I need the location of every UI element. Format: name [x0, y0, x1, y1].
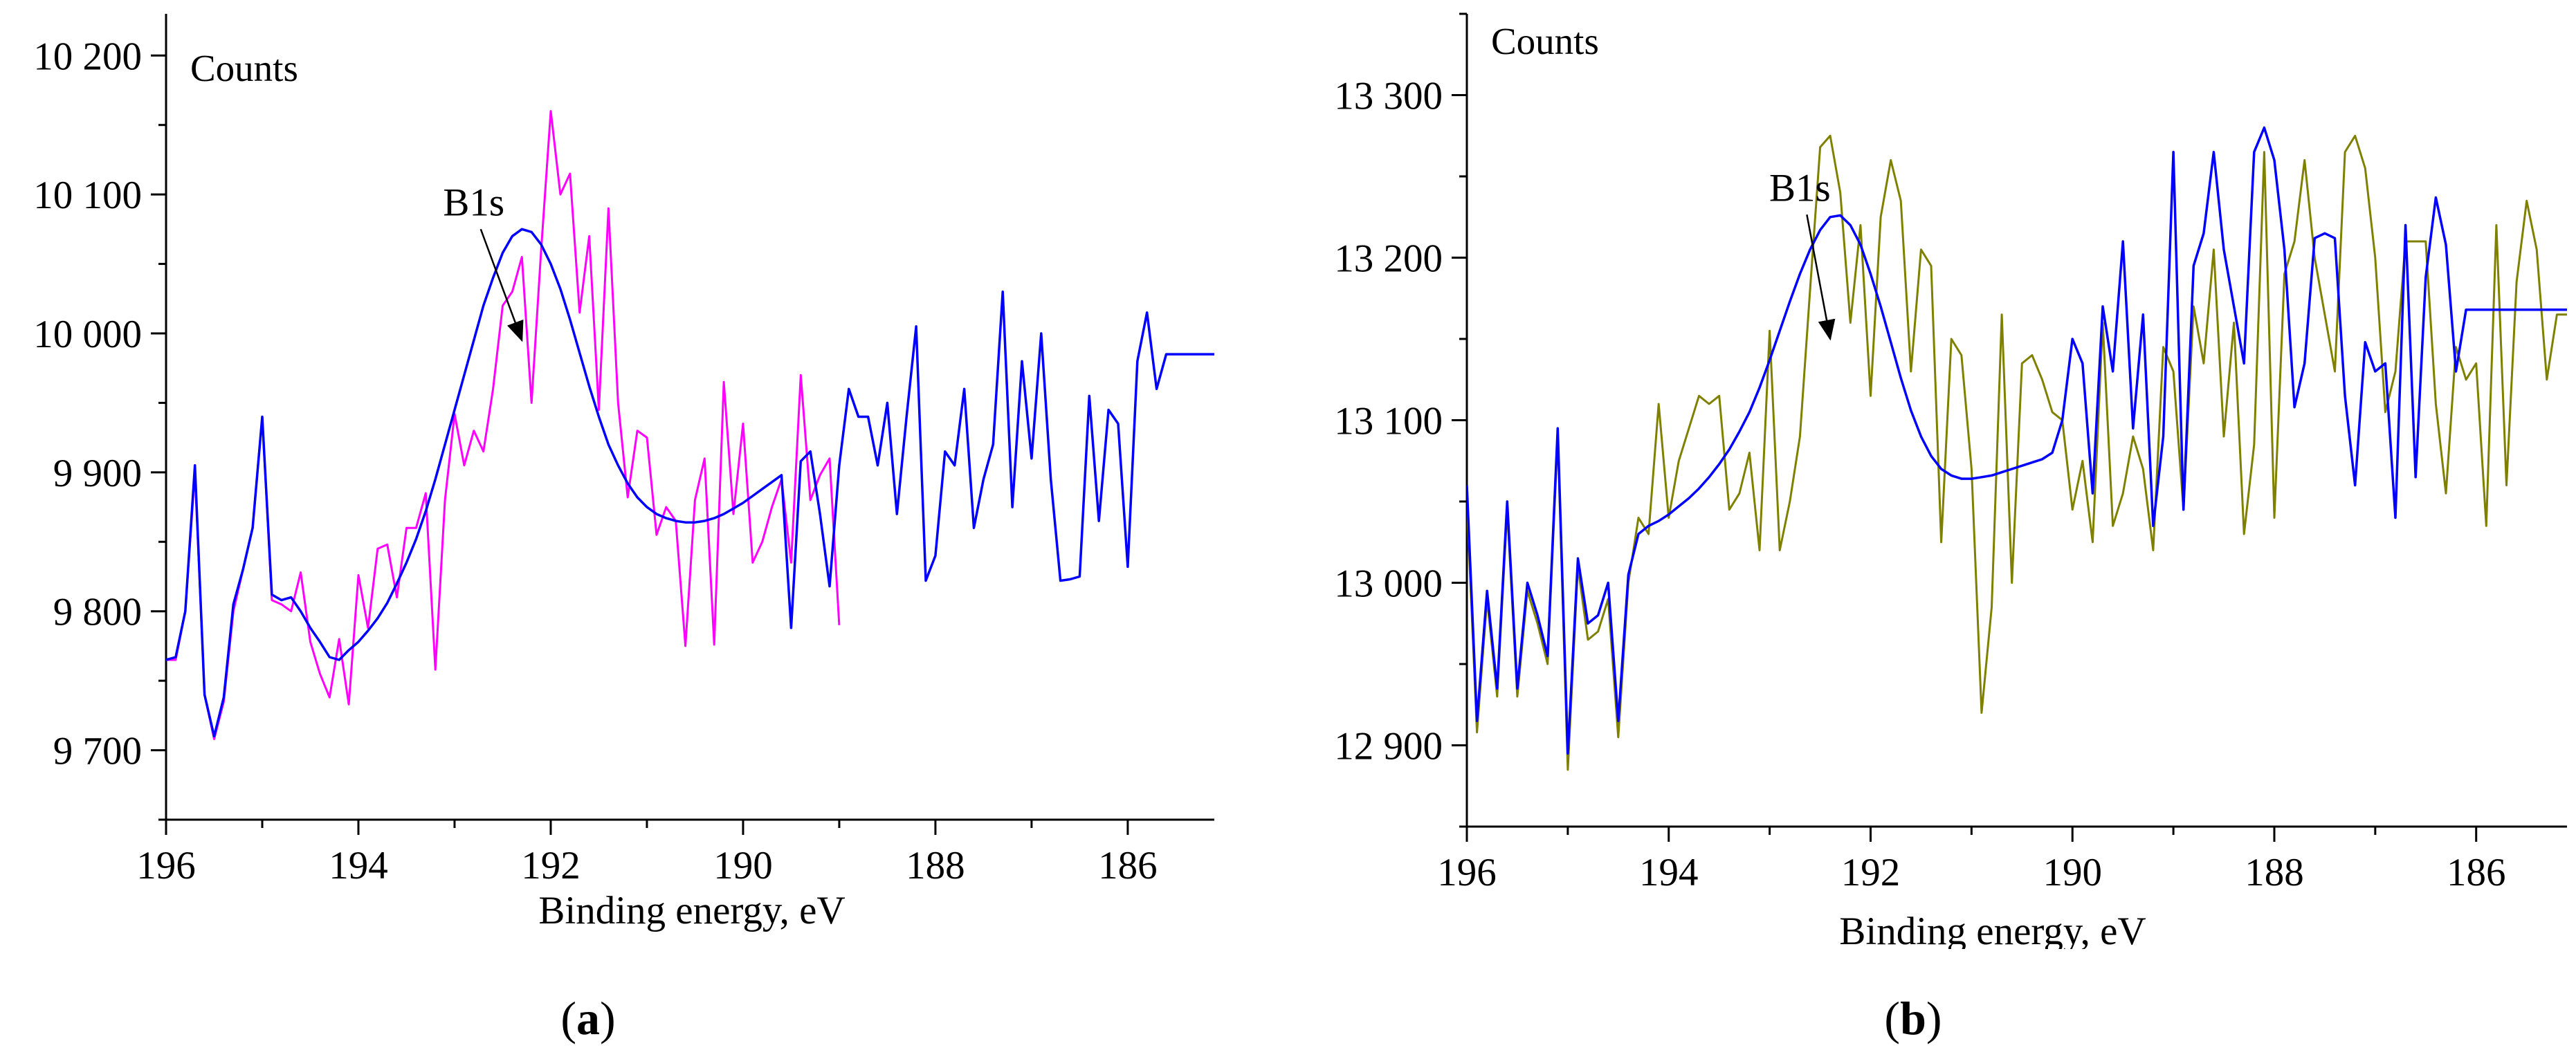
- x-tick-label-a: 190: [713, 844, 773, 887]
- peak-annotation-arrow-b: [1806, 214, 1836, 341]
- chart-panel-a: 9 700 9 800 9 900 10 000 10 100 10 200 196 194 1…: [33, 14, 1214, 1044]
- y-tick-label-b: 13 100: [1334, 400, 1443, 443]
- x-tick-label-a: 186: [1098, 844, 1158, 887]
- series-raw-line-b: [1467, 134, 2567, 771]
- x-tick-label-b: 192: [1841, 851, 1901, 894]
- x-tick-label-a: 192: [521, 844, 581, 887]
- x-tick-label-a: 188: [906, 844, 965, 887]
- peak-annotation-arrow-a: [479, 228, 524, 342]
- y-tick-label-b: 13 300: [1334, 75, 1443, 118]
- y-tick-label-a: 9 900: [53, 452, 142, 495]
- y-tick-label-a: 10 000: [33, 313, 142, 356]
- x-tick-label-a: 194: [329, 844, 388, 887]
- series-fit-line-a: [166, 228, 1214, 738]
- x-tick-label-b: 186: [2447, 851, 2506, 894]
- series-raw-line-a: [166, 110, 841, 740]
- y-tick-label-a: 10 100: [33, 174, 142, 217]
- y-tick-label-b: 12 900: [1334, 725, 1443, 768]
- x-tick-label-b: 194: [1639, 851, 1699, 894]
- series-fit-line-b: [1467, 126, 2567, 755]
- peak-annotation-label-b: B1s: [1769, 166, 1831, 210]
- axes-a: 9 700 9 800 9 900 10 000 10 100 10 200 196 194 1…: [33, 14, 1214, 887]
- y-tick-label-b: 13 000: [1334, 562, 1443, 606]
- axis-title-mask-b: [1730, 949, 2283, 977]
- y-tick-label-b: 13 200: [1334, 237, 1443, 281]
- panel-label-a: (a): [560, 992, 615, 1044]
- x-axis-label-b: Binding energy, eV: [1839, 910, 2146, 953]
- y-tick-label-a: 9 800: [53, 591, 142, 634]
- panel-label-b: (b): [1884, 992, 1942, 1044]
- x-tick-label-b: 196: [1437, 851, 1497, 894]
- y-tick-label-a: 10 200: [33, 35, 142, 78]
- y-tick-label-a: 9 700: [53, 730, 142, 773]
- x-axis-label-a: Binding energy, eV: [538, 889, 845, 932]
- x-tick-label-a: 196: [136, 844, 196, 887]
- x-tick-label-b: 190: [2043, 851, 2102, 894]
- peak-annotation-label-a: B1s: [443, 181, 504, 224]
- y-axis-label-b: Counts: [1491, 20, 1599, 62]
- x-tick-label-b: 188: [2245, 851, 2304, 894]
- axes-b: 12 900 13 000 13 100 13 200 13 300 196 194 192 1…: [1334, 12, 2567, 894]
- chart-panel-b: 12 900 13 000 13 100 13 200 13 300 196 194 192 1…: [1334, 12, 2567, 1044]
- y-axis-label-a: Counts: [190, 47, 298, 89]
